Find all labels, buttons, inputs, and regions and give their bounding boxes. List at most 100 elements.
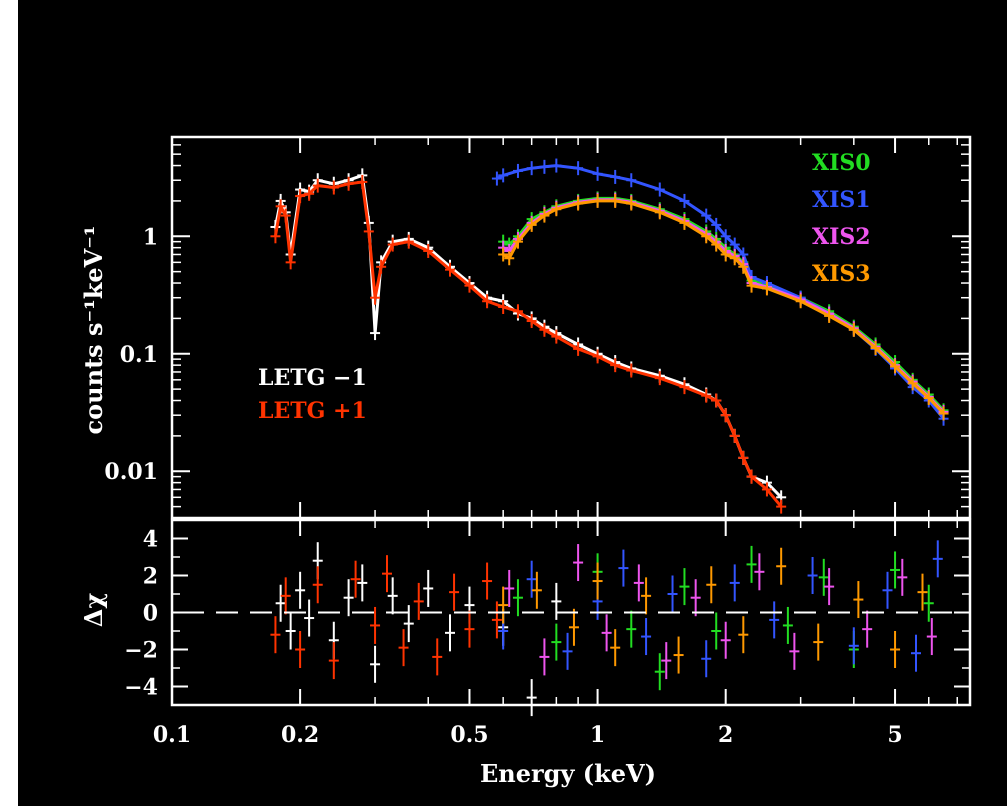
data-point [679,215,690,230]
data-point [626,196,637,211]
residual-point [601,614,612,652]
residual-point [610,629,621,667]
data-point [551,202,562,217]
data-point [275,199,286,214]
data-point [701,388,712,403]
residual-point [423,569,434,607]
data-point [512,304,523,319]
residual-point [432,638,443,676]
residual-point [512,579,523,617]
data-point [573,341,584,356]
data-point [539,322,550,337]
data-point [376,259,387,274]
data-point [498,168,509,183]
legend-entry-xis2: XIS2 [812,224,871,250]
residual-point [568,608,579,646]
residual-point [807,557,818,594]
data-point [370,290,381,305]
legend-entry-letg-1: LETG +1 [258,398,367,424]
data-point [610,193,621,208]
residual-point [343,579,354,617]
residual-point [776,547,787,585]
data-point [761,482,772,497]
data-point [711,237,722,252]
series-letg-1 [270,174,787,514]
data-point [654,182,665,197]
residual-point [769,601,780,639]
x-tick-label: 0.5 [450,722,488,748]
residual-point [270,616,281,654]
data-point [907,376,918,391]
data-point [923,391,934,406]
residual-point [551,623,562,661]
residual-point [720,621,731,659]
residual-point [491,601,502,639]
data-point [498,300,509,315]
data-point [848,322,859,337]
x-tick-label: 5 [887,722,902,748]
data-point [610,169,621,184]
y-tick-label: 1 [143,224,158,250]
residual-point [370,606,381,644]
residual-point [626,610,637,648]
residual-point [711,612,722,650]
data-point [328,180,339,195]
data-point [626,173,637,188]
residual-point [782,606,793,644]
data-point [444,262,455,277]
data-point [890,359,901,374]
residual-point [853,581,864,619]
data-point [539,159,550,174]
residual-point [304,599,315,637]
data-point [592,166,603,181]
data-point [295,189,306,204]
residual-point [531,571,542,609]
data-point [387,237,398,252]
residual-point [882,571,893,609]
axes-layer: 0.1 0.2 0.5 1 2 5 1 0.1 0.01 4 2 0 −2 −4 XIS0 XIS1 XIS2 X… [104,136,970,748]
residual-point [890,551,901,589]
residual-point [387,577,398,615]
figure-background [18,0,1007,806]
residual-point [897,558,908,596]
y-axis-title-spectrum: counts s⁻¹keV⁻¹ [79,226,108,435]
data-point [761,281,772,296]
data-point [526,161,537,176]
residual-point [813,623,824,661]
residual-point [444,614,455,652]
residual-point [679,568,690,606]
series-xis3 [498,193,949,421]
data-point [626,363,637,378]
data-point [423,243,434,258]
legend-entry-xis3: XIS3 [812,261,871,287]
residual-point [690,579,701,617]
data-point [573,161,584,176]
residual-point [917,573,928,611]
residual-point [357,564,368,602]
data-point [701,229,712,244]
residual-point [862,610,873,648]
residual-point [923,584,934,622]
residual-y-tick-label: 0 [143,601,158,627]
data-point [776,499,787,514]
data-point [746,278,757,293]
residual-point [738,616,749,654]
residual-point [701,640,712,678]
data-point [654,205,665,220]
data-point [711,393,722,408]
residual-point [618,549,629,587]
data-point [343,176,354,191]
residual-y-tick-label: −4 [124,675,158,701]
legend-entry-letg-1: LETG −1 [258,365,367,391]
data-point [729,428,740,443]
residual-point [592,562,603,600]
residual-y-tick-label: 4 [143,527,158,553]
residual-point [824,568,835,606]
residual-series-xis2 [504,544,937,680]
data-point [464,278,475,293]
series-xis1 [491,158,949,426]
residual-point [449,573,460,611]
residual-y-tick-label: 2 [143,564,158,590]
data-point [746,469,757,484]
